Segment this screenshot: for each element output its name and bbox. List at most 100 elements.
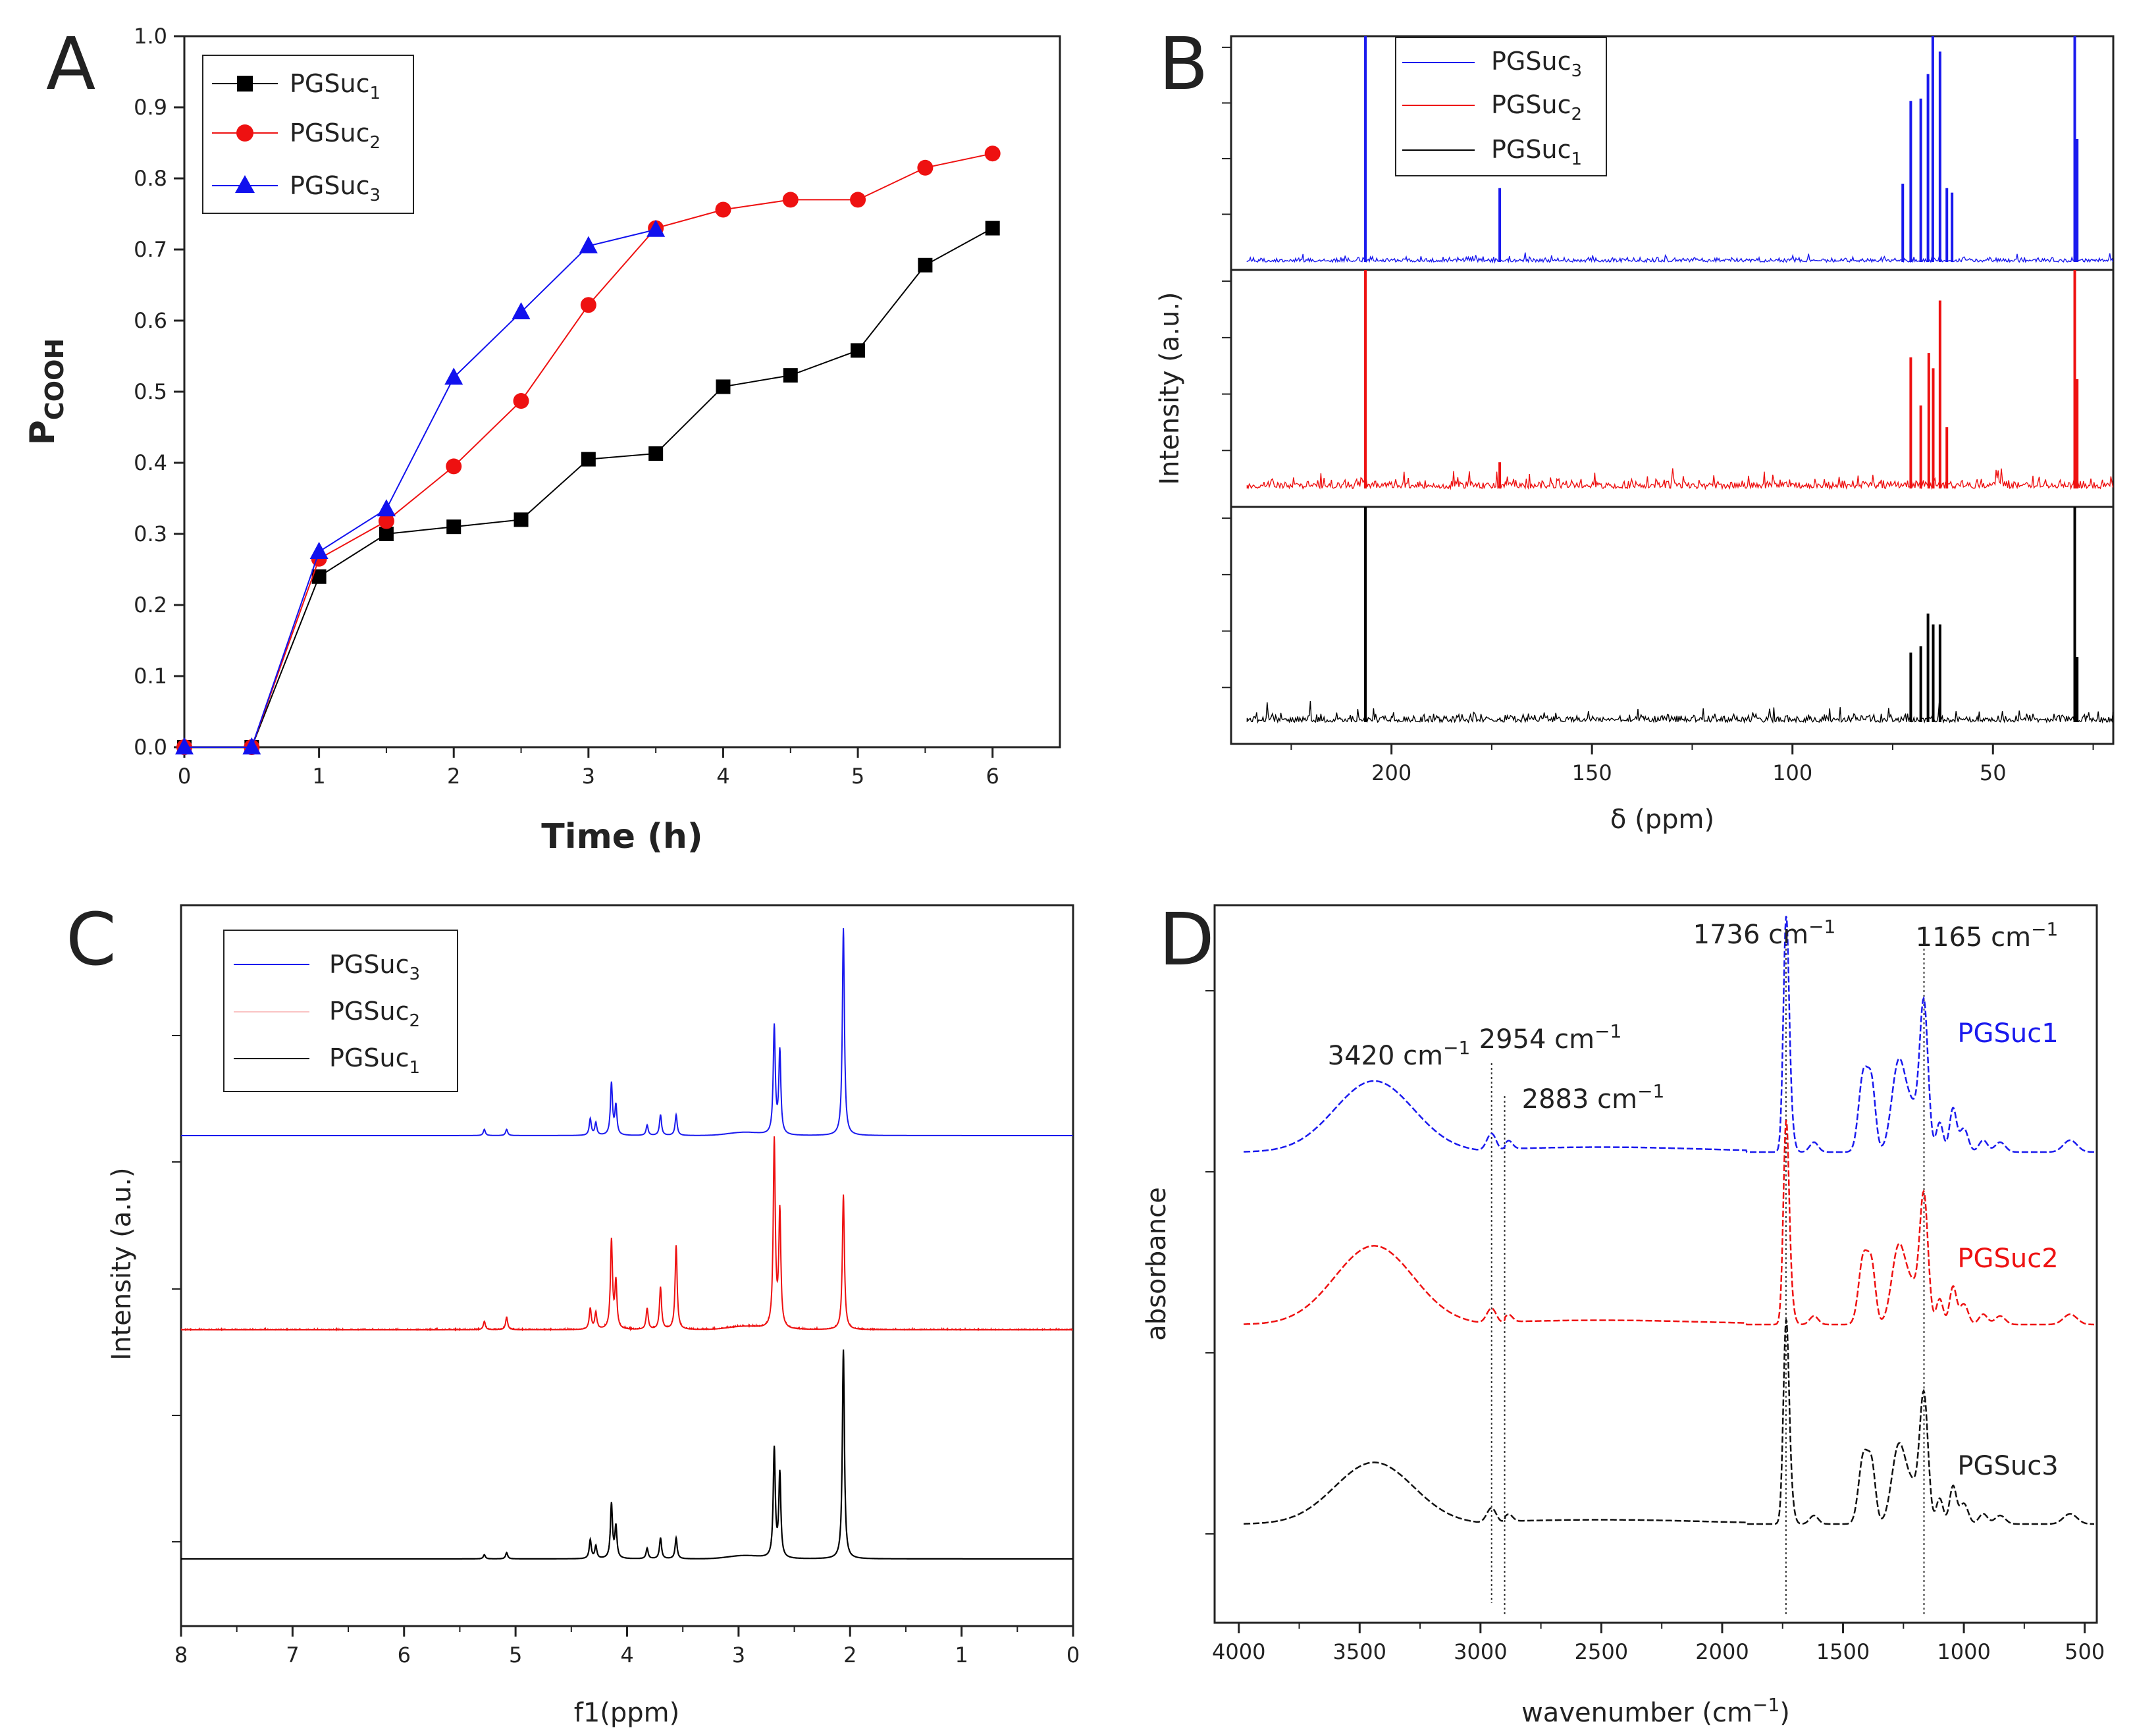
panel-c-legend: PGSuc3 PGSuc2 PGSuc1 [223, 930, 458, 1092]
panel-d-annotation-1165: 1165 cm−1 [1916, 918, 2059, 953]
panel-a-legend-1: PGSuc1 [290, 69, 381, 103]
panel-a-point [783, 368, 798, 383]
panel-c-xtick-label: 6 [398, 1643, 411, 1668]
panel-a-point [444, 367, 463, 385]
panel-a-ytick-label: 0.5 [134, 379, 167, 404]
panel-c-spectrum-2 [180, 1136, 1073, 1332]
panel-a-point [175, 737, 194, 754]
panel-c-legend-1: PGSuc3 [329, 950, 420, 984]
panel-a-point [579, 236, 598, 253]
panel-d-spectrum-3 [1244, 1319, 2094, 1525]
panel-a-series [175, 145, 1001, 755]
panel-d-annotation-1736: 1736 cm−1 [1693, 916, 1836, 950]
panel-b-frame [1230, 35, 2115, 745]
panel-a-point [716, 379, 731, 394]
panel-c-xtick-label: 0 [1066, 1643, 1080, 1668]
panel-a-series-line-3 [184, 228, 656, 748]
panel-a-legend-3: PGSuc3 [290, 171, 381, 205]
panel-a-point [446, 458, 462, 475]
panel-a-point [514, 512, 529, 527]
panel-c-xlabel: f1(ppm) [574, 1698, 680, 1728]
panel-b-ylabel: Intensity (a.u.) [1155, 292, 1185, 485]
panel-d-xtick-label: 3000 [1454, 1639, 1507, 1664]
panel-c-ylabel: Intensity (a.u.) [107, 1167, 137, 1360]
panel-b-xtick-label: 100 [1772, 760, 1812, 785]
panel-a-point [715, 201, 731, 218]
panel-c-xtick-label: 5 [509, 1643, 522, 1668]
panel-c-ticks: 8 7 6 5 4 3 2 1 0 [172, 1035, 1080, 1668]
panel-a-point [513, 393, 529, 409]
panel-d-ylabel: absorbance [1142, 1187, 1172, 1341]
panel-d-xtick-label: 4000 [1212, 1639, 1265, 1664]
panel-b-xlabel: δ (ppm) [1610, 804, 1714, 835]
panel-d-label-pgsuc1: PGSuc1 [1957, 1018, 2058, 1049]
legend-marker-triangle [235, 175, 255, 193]
panel-a: A 0 1 2 3 4 5 6 0.0 0.1 0.2 0.3 0.4 0.5 0.6 0.7 0.8 0.9 1… [23, 22, 1061, 856]
panel-c-series [180, 928, 1073, 1560]
panel-a-ytick-label: 0.6 [134, 308, 167, 333]
panel-d-xtick-label: 2000 [1695, 1639, 1749, 1664]
panel-c-xtick-label: 3 [732, 1643, 745, 1668]
panel-c-xtick-label: 8 [174, 1643, 188, 1668]
panel-a-ytick-label: 0.0 [134, 735, 167, 760]
panel-c: C 8 7 6 5 4 3 2 1 0 f1(ppm) Intensity (a.u.) PGS… [66, 897, 1080, 1728]
panel-c-xtick-label: 4 [620, 1643, 633, 1668]
panel-c-xtick-label: 7 [286, 1643, 299, 1668]
panel-b-xtick-label: 50 [1980, 760, 2007, 785]
panel-a-ylabel-sub: COOH [40, 338, 69, 420]
panel-d-ticks: 4000 3500 3000 2500 2000 1500 1000 500 [1205, 990, 2105, 1664]
panel-a-point [377, 499, 396, 517]
panel-b-legend: PGSuc3 PGSuc2 PGSuc1 [1395, 37, 1607, 176]
panel-a-point [850, 192, 866, 208]
svg-text:PCOOH: PCOOH [23, 338, 69, 445]
panel-a-point [646, 219, 666, 237]
panel-a-ticks: 0 1 2 3 4 5 6 0.0 0.1 0.2 0.3 0.4 0.5 0.6 0.7 0.8 0.9 1.0 [134, 24, 999, 789]
panel-a-point [309, 542, 329, 559]
panel-c-xtick-label: 2 [843, 1643, 856, 1668]
panel-a-ytick-label: 0.9 [134, 95, 167, 120]
panel-c-spectrum-1 [181, 928, 1073, 1136]
panel-c-legend-2: PGSuc2 [329, 997, 420, 1031]
panel-a-point [242, 737, 261, 754]
panel-a-ylabel-group: PCOOH [23, 338, 69, 445]
panel-c-spectrum-3 [181, 1349, 1073, 1560]
panel-b-spectrum-1 [1246, 252, 2114, 264]
panel-a-xtick-label: 3 [582, 764, 595, 789]
panel-d-xtick-label: 3500 [1333, 1639, 1386, 1664]
panel-b-series [1246, 36, 2114, 724]
panel-d-xtick-label: 1500 [1816, 1639, 1870, 1664]
panel-d-xtick-label: 2500 [1575, 1639, 1628, 1664]
panel-c-letter: C [66, 897, 117, 982]
panel-a-xtick-label: 4 [716, 764, 729, 789]
panel-a-point [379, 527, 394, 541]
panel-a-point [917, 159, 934, 176]
panel-a-point [985, 221, 1000, 236]
panel-a-ylabel: P [23, 420, 63, 445]
panel-b-xtick-label: 150 [1572, 760, 1612, 785]
panel-d-label-pgsuc3: PGSuc3 [1957, 1451, 2058, 1481]
panel-d-xtick-label: 500 [2065, 1639, 2105, 1664]
panel-b-legend-box [1395, 37, 1607, 176]
panel-b-spectrum-3 [1246, 700, 2114, 724]
panel-d-annotation-2954: 2954 cm−1 [1479, 1020, 1622, 1055]
panel-d-annotation-2883: 2883 cm−1 [1522, 1080, 1665, 1115]
panel-b-legend-3: PGSuc1 [1491, 135, 1582, 169]
panel-c-legend-box [223, 930, 458, 1092]
panel-b-legend-2: PGSuc2 [1491, 90, 1582, 124]
legend-marker-circle [236, 124, 253, 142]
panel-a-xtick-label: 5 [851, 764, 864, 789]
panel-a-legend: PGSuc1 PGSuc2 PGSuc3 [202, 55, 414, 214]
panel-a-xtick-label: 6 [986, 764, 999, 789]
panel-a-ytick-label: 0.7 [134, 237, 167, 262]
panel-a-ytick-label: 0.4 [134, 450, 167, 475]
panel-a-point [580, 297, 596, 313]
panel-a-xtick-label: 2 [447, 764, 460, 789]
panel-a-ytick-label: 0.1 [134, 664, 167, 689]
panel-b-xtick-label: 200 [1371, 760, 1411, 785]
panel-b-legend-1: PGSuc3 [1491, 47, 1582, 81]
legend-marker-square [237, 76, 253, 92]
panel-a-ytick-label: 1.0 [134, 24, 167, 49]
panel-a-point [378, 513, 394, 529]
panel-b: B 200 150 100 50 δ (ppm) Intensity (a.u.) P… [1155, 22, 2115, 835]
